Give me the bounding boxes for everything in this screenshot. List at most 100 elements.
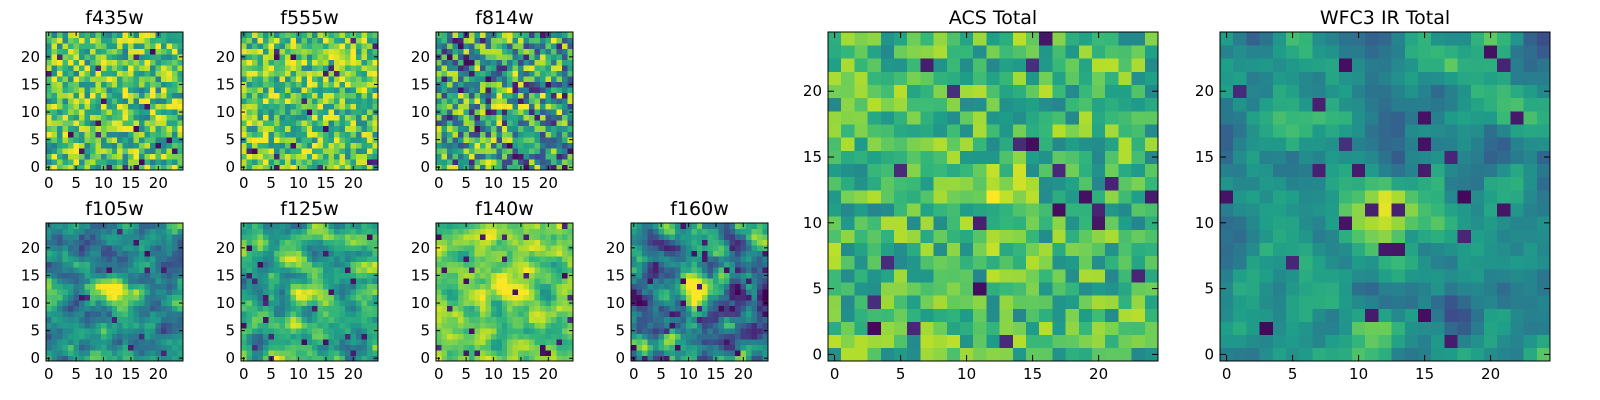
heatmap-cell [144,305,151,312]
heatmap-cell [46,289,52,296]
heatmap-cell [251,234,258,240]
heatmap-cell [56,87,63,94]
heatmap-cell [246,267,253,274]
heatmap-cell [740,338,747,345]
heatmap-cell [128,65,135,72]
heatmap-cell [62,283,69,290]
heatmap-cell [691,300,698,307]
heatmap-cell [518,250,525,257]
heatmap-cell [933,308,948,322]
heatmap-cell [540,234,546,240]
heatmap-cell [1052,347,1066,362]
heatmap-cell [339,267,346,274]
heatmap-cell [317,98,324,105]
heatmap-cell [485,355,492,362]
heatmap-cell [106,333,113,340]
heatmap-cell [306,103,313,110]
heatmap-cell [246,125,253,132]
heatmap-cell [161,164,167,171]
heatmap-cell [290,37,297,44]
heatmap-cell [441,245,448,251]
heatmap-cell [177,267,184,274]
heatmap-cell [56,92,63,99]
heatmap-cell [512,142,519,149]
heatmap-cell [268,333,275,340]
heatmap-cell [345,289,351,296]
heatmap-cell [540,256,546,263]
heatmap-cell [669,300,676,307]
heatmap-cell [328,147,335,154]
heatmap-cell [512,322,519,329]
heatmap-cell [452,228,459,235]
heatmap-cell [718,355,725,362]
heatmap-cell [273,65,280,72]
heatmap-cell [361,272,368,279]
heatmap-cell [562,164,568,171]
heatmap-cell [166,234,173,240]
heatmap-cell [155,120,162,127]
heatmap-cell [1065,282,1080,296]
heatmap-cell [62,311,69,318]
heatmap-cell [328,322,335,329]
heatmap-cell [512,349,519,356]
heatmap-cell [468,261,475,268]
heatmap-cell [762,250,769,257]
heatmap-cell [534,223,541,229]
heatmap-cell [73,125,80,132]
heatmap-cell [295,344,302,351]
heatmap-cell [457,344,464,351]
heatmap-cell [246,59,253,66]
heatmap-cell [867,268,882,283]
heatmap-cell [111,131,118,138]
heatmap-cell [446,54,453,60]
heatmap-cell [490,267,497,274]
heatmap-cell [51,48,58,55]
heatmap-cell [117,131,124,138]
heatmap-cell [284,48,291,55]
heatmap-cell [540,322,546,329]
heatmap-cell [523,92,530,99]
heatmap-cell [166,92,173,99]
heatmap-cell [1012,308,1027,322]
heatmap-cell [545,54,552,60]
heatmap-cell [490,278,497,285]
heatmap-cell [51,234,58,240]
heatmap-cell [707,338,714,345]
heatmap-cell [647,278,654,285]
heatmap-cell [529,81,536,88]
heatmap-cell [479,278,486,285]
heatmap-cell [328,158,335,165]
heatmap-cell [669,305,676,312]
heatmap-cell [523,59,530,66]
heatmap-cell [133,311,140,318]
heatmap-cell [485,87,492,94]
heatmap-cell [339,283,346,290]
heatmap-cell [680,333,687,340]
heatmap-cell [172,278,178,285]
heatmap-cell [474,256,481,263]
heatmap-cell [122,153,129,160]
heatmap-cell [128,228,135,235]
heatmap-cell [556,327,563,334]
heatmap-cell [328,59,335,66]
heatmap-cell [172,283,178,290]
heatmap-cell [518,142,525,149]
heatmap-cell [463,87,470,94]
heatmap-cell [246,272,253,279]
heatmap-cell [172,267,178,274]
heatmap-cell [177,223,184,229]
heatmap-cell [501,125,508,132]
axes-frame [240,222,379,362]
heatmap-cell [1144,308,1159,322]
heatmap-cell [95,289,102,296]
heatmap-cell [155,228,162,235]
heatmap-cell [251,305,258,312]
heatmap-cell [56,98,63,105]
heatmap-cell [312,109,319,116]
heatmap-cell [960,203,974,217]
heatmap-cell [334,37,341,44]
heatmap-cell [95,70,102,77]
heatmap-cell [669,338,676,345]
heatmap-cell [474,311,481,318]
